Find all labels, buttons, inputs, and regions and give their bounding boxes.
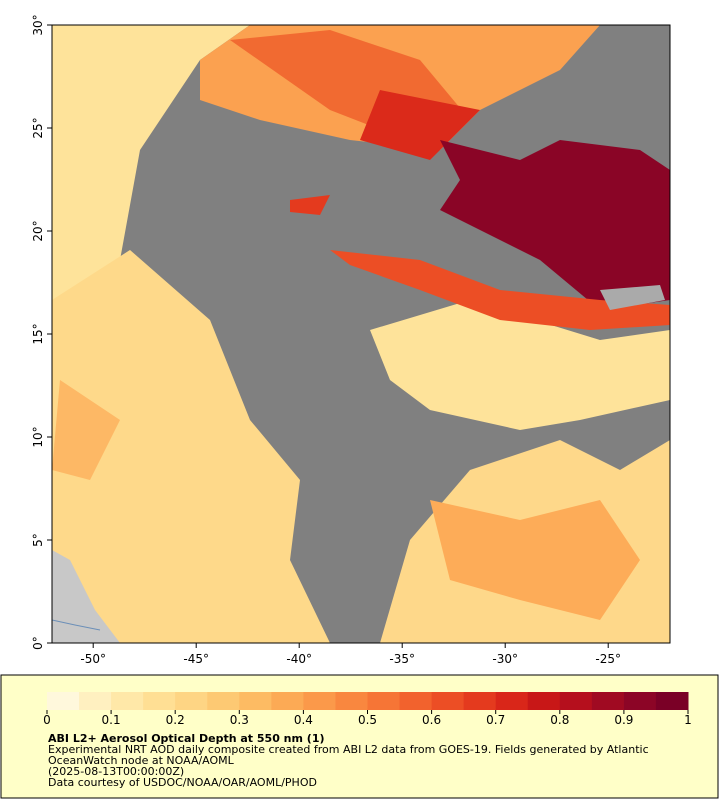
x-tick-label: -40° bbox=[286, 652, 312, 666]
y-tick-label: 5° bbox=[31, 533, 45, 547]
colorbar-segment bbox=[207, 692, 240, 710]
caption-line: OceanWatch node at NOAA/AOML bbox=[48, 754, 235, 767]
colorbar-segment bbox=[303, 692, 336, 710]
colorbar-segment bbox=[431, 692, 465, 710]
colorbar-segment bbox=[335, 692, 368, 710]
colorbar-segment bbox=[591, 692, 625, 710]
caption-line: Experimental NRT AOD daily composite cre… bbox=[48, 743, 649, 756]
colorbar-segment bbox=[399, 692, 433, 710]
colorbar-tick-label: 0.3 bbox=[230, 713, 249, 727]
y-tick-label: 25° bbox=[31, 117, 45, 138]
colorbar-segment bbox=[527, 692, 561, 710]
colorbar-tick-label: 0.8 bbox=[550, 713, 569, 727]
colorbar-tick-label: 0.7 bbox=[486, 713, 505, 727]
y-tick-label: 10° bbox=[31, 426, 45, 447]
x-tick-label: -25° bbox=[595, 652, 621, 666]
y-tick-label: 30° bbox=[31, 14, 45, 35]
caption-line: Data courtesy of USDOC/NOAA/OAR/AOML/PHO… bbox=[48, 776, 317, 789]
colorbar-tick-label: 0.4 bbox=[294, 713, 313, 727]
aod-raster bbox=[52, 25, 670, 643]
colorbar-segment bbox=[79, 692, 112, 710]
colorbar-tick-label: 0 bbox=[43, 713, 51, 727]
x-tick-label: -50° bbox=[80, 652, 106, 666]
colorbar-segment bbox=[367, 692, 401, 710]
y-tick-label: 15° bbox=[31, 323, 45, 344]
colorbar-segment bbox=[111, 692, 144, 710]
y-tick-label: 20° bbox=[31, 220, 45, 241]
colorbar-tick-label: 1 bbox=[684, 713, 692, 727]
colorbar-segment bbox=[143, 692, 176, 710]
colorbar-tick-label: 0.9 bbox=[614, 713, 633, 727]
colorbar-tick-label: 0.1 bbox=[102, 713, 121, 727]
y-tick-label: 0° bbox=[31, 636, 45, 650]
colorbar-tick-label: 0.5 bbox=[358, 713, 377, 727]
caption-title: ABI L2+ Aerosol Optical Depth at 550 nm … bbox=[48, 732, 325, 745]
x-tick-label: -35° bbox=[389, 652, 415, 666]
colorbar-segment bbox=[463, 692, 497, 710]
x-tick-label: -30° bbox=[492, 652, 518, 666]
colorbar-segment bbox=[271, 692, 304, 710]
x-tick-label: -45° bbox=[183, 652, 209, 666]
colorbar-segment bbox=[495, 692, 529, 710]
colorbar-segment bbox=[175, 692, 208, 710]
colorbar-segment bbox=[47, 692, 80, 710]
colorbar-segment bbox=[559, 692, 593, 710]
colorbar-segment bbox=[239, 692, 272, 710]
colorbar-tick-label: 0.2 bbox=[166, 713, 185, 727]
colorbar-segment bbox=[655, 692, 689, 710]
colorbar-tick-label: 0.6 bbox=[422, 713, 441, 727]
caption-line: (2025-08-13T00:00:00Z) bbox=[48, 765, 184, 778]
colorbar-segment bbox=[623, 692, 657, 710]
